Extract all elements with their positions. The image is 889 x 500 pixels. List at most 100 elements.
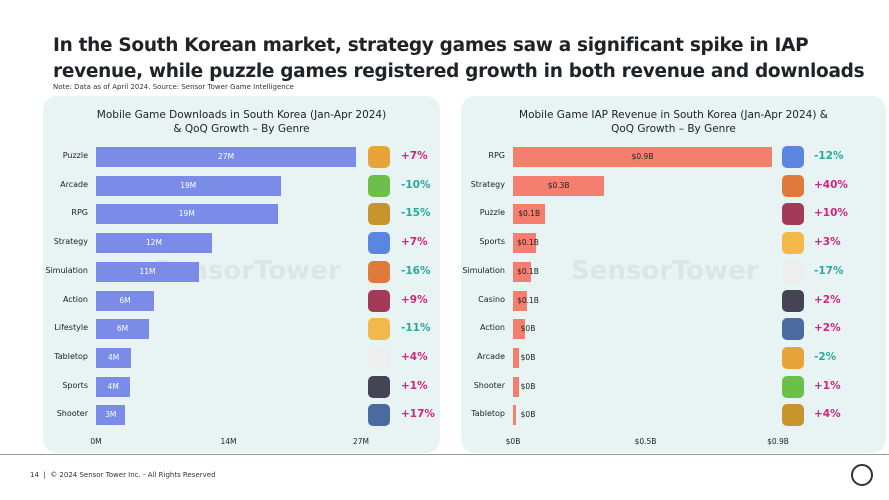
growth-label: +1% (814, 379, 841, 392)
data-label: 4M (107, 381, 119, 391)
game-app-icon (782, 346, 804, 369)
growth-label: -15% (401, 207, 431, 220)
bar (513, 290, 528, 311)
growth-label: -12% (814, 150, 844, 162)
data-label: $0.3B (547, 180, 570, 190)
category-label: Puzzle (62, 151, 88, 160)
growth-label: -11% (401, 322, 431, 335)
category-label: Shooter (56, 409, 88, 419)
data-label: $0.1B (517, 266, 539, 276)
growth-label: -16% (401, 264, 431, 277)
data-label: $0B (520, 352, 536, 362)
page-title: In the South Korean market, strategy gam… (53, 35, 865, 82)
bar (513, 175, 605, 196)
game-app-icon (782, 260, 804, 283)
growth-label: +7% (401, 150, 428, 162)
data-label: $0.1B (517, 238, 539, 248)
data-label: 19M (180, 180, 197, 190)
bar (513, 261, 531, 282)
chart-title: Mobile Game Downloads in South Korea (Ja… (96, 109, 387, 135)
bar (513, 405, 516, 426)
category-label: Action (62, 294, 88, 304)
category-label: Action (479, 323, 505, 333)
x-tick-label: $0B (505, 437, 521, 446)
revenue-chart-panel: Mobile Game IAP Revenue in South Korea (… (461, 96, 886, 453)
game-app-icon (782, 318, 804, 341)
chart-title: Mobile Game IAP Revenue in South Korea (… (519, 109, 828, 135)
source-note: Note: Data as of April 2024. Source: Sen… (53, 83, 294, 91)
data-label: 4M (108, 352, 120, 362)
bar (513, 147, 773, 167)
category-label: Tabletop (471, 409, 505, 419)
bar (96, 261, 200, 282)
growth-label: +1% (401, 379, 428, 392)
data-label: $0.1B (517, 295, 539, 305)
game-app-icon (782, 289, 804, 312)
data-label: $0B (520, 381, 536, 391)
bar (96, 347, 132, 368)
game-app-icon (368, 404, 390, 427)
game-app-icon (368, 146, 390, 168)
footer: 14 | © 2024 Sensor Tower Inc. - All Righ… (30, 471, 216, 479)
data-label: 11M (139, 266, 156, 276)
growth-label: +2% (814, 322, 841, 335)
category-label: Simulation (45, 265, 88, 275)
bar (513, 233, 536, 254)
x-tick-label: 0M (90, 437, 102, 446)
growth-label: -10% (401, 178, 431, 191)
game-app-icon (368, 375, 390, 398)
game-app-icon (782, 203, 804, 226)
data-label: 6M (116, 324, 129, 334)
category-label: Simulation (462, 265, 505, 275)
bar (96, 175, 281, 196)
game-app-icon (368, 260, 390, 283)
x-tick-label: 27M (352, 437, 370, 446)
growth-label: +40% (814, 178, 848, 191)
data-label: 3M (105, 410, 117, 420)
bar (96, 204, 278, 225)
category-label: Puzzle (479, 208, 505, 218)
category-label: Shooter (473, 380, 505, 390)
bar (96, 147, 357, 167)
x-tick-label: $0.9B (767, 437, 789, 446)
sensor-tower-logo-icon (851, 464, 873, 486)
category-label: Strategy (470, 179, 505, 189)
game-app-icon (368, 318, 390, 341)
category-label: Arcade (60, 179, 88, 189)
growth-label: -2% (814, 350, 837, 363)
downloads-chart-panel: Mobile Game Downloads in South Korea (Ja… (43, 96, 440, 453)
watermark: SensorTower (571, 256, 759, 286)
bar (513, 347, 519, 368)
data-label: 12M (145, 238, 162, 248)
game-app-icon (782, 232, 804, 255)
bar (513, 376, 519, 397)
data-label: $0B (520, 324, 536, 334)
category-label: Casino (478, 294, 505, 304)
game-app-icon (782, 375, 804, 398)
growth-label: +2% (814, 293, 841, 306)
game-app-icon (368, 346, 390, 369)
bar (96, 319, 149, 340)
divider (0, 454, 889, 455)
page-number: 14 (30, 471, 39, 479)
bar (96, 376, 131, 397)
copyright: © 2024 Sensor Tower Inc. - All Rights Re… (50, 471, 216, 479)
category-label: RPG (488, 151, 505, 160)
data-label: 19M (178, 209, 195, 219)
data-label: $0.9B (631, 152, 654, 161)
category-label: Sports (62, 380, 88, 390)
bar (96, 290, 154, 311)
category-label: Lifestyle (54, 323, 88, 333)
x-tick-label: $0.5B (634, 437, 657, 446)
game-app-icon (782, 404, 804, 427)
growth-label: -17% (814, 264, 844, 277)
category-label: RPG (71, 208, 88, 218)
game-app-icon (368, 203, 390, 226)
category-label: Sports (479, 237, 505, 247)
x-tick-label: 14M (220, 437, 237, 446)
bar (96, 233, 212, 254)
growth-label: +17% (401, 408, 435, 421)
game-app-icon (782, 146, 804, 168)
growth-label: +10% (814, 207, 848, 220)
data-label: $0.1B (518, 209, 541, 219)
